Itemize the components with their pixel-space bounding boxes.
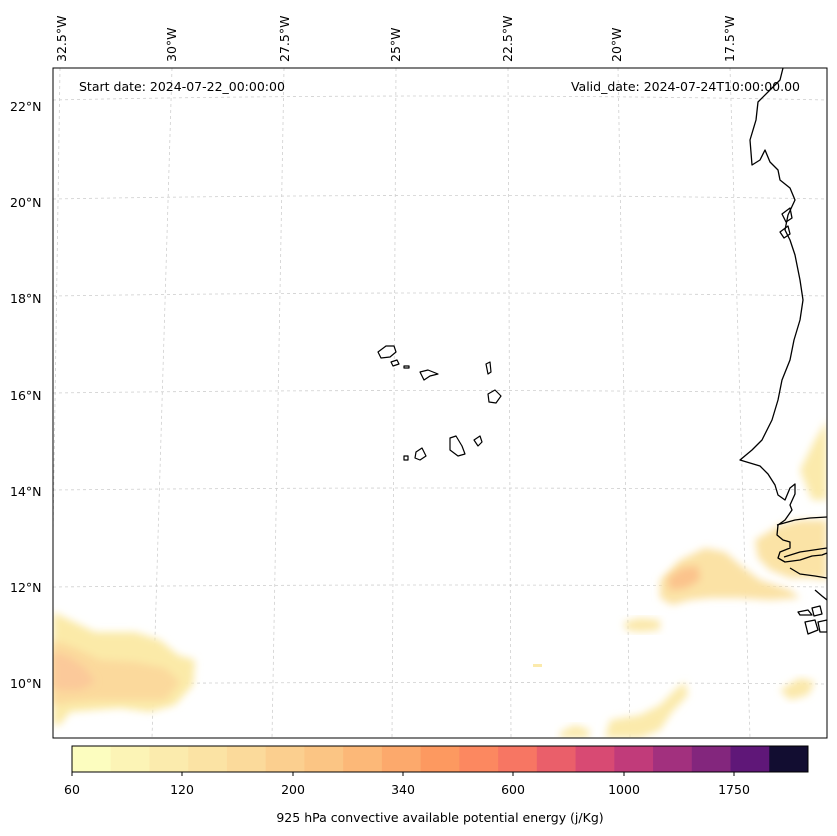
- lat-label: 22°N: [10, 99, 42, 114]
- colorbar-swatch: [265, 746, 305, 772]
- colorbar-swatch: [188, 746, 228, 772]
- colorbar-swatch: [149, 746, 189, 772]
- colorbar-swatch: [226, 746, 267, 772]
- colorbar-label: 925 hPa convective available potential e…: [276, 810, 603, 825]
- lat-label: 20°N: [10, 195, 42, 210]
- colorbar: [71, 745, 809, 776]
- colorbar-swatch: [343, 746, 383, 772]
- lon-label: 20°W: [609, 27, 624, 62]
- colorbar-tick-label: 600: [501, 782, 525, 797]
- colorbar-swatch: [614, 746, 654, 772]
- colorbar-swatch: [381, 746, 422, 772]
- lat-label: 12°N: [10, 580, 42, 595]
- coastline: [739, 68, 827, 635]
- cape-verde-islands: [377, 345, 502, 461]
- colorbar-swatch: [110, 746, 150, 772]
- colorbar-swatch: [420, 746, 460, 772]
- lat-label: 18°N: [10, 291, 42, 306]
- colorbar-tick-label: 1750: [718, 782, 750, 797]
- colorbar-swatch: [575, 746, 615, 772]
- lon-label: 30°W: [164, 27, 179, 62]
- map-frame: [52, 67, 828, 739]
- lon-label: 25°W: [388, 27, 403, 62]
- colorbar-tick-label: 60: [64, 782, 80, 797]
- latitude-labels: 22°N 20°N 18°N 16°N 14°N 12°N 10°N: [10, 99, 42, 691]
- colorbar-swatch: [769, 746, 809, 772]
- colorbar-swatch: [536, 746, 577, 772]
- lat-label: 16°N: [10, 388, 42, 403]
- colorbar-swatch: [304, 746, 344, 772]
- lon-label: 22.5°W: [500, 16, 515, 62]
- valid-date-label: Valid_date: 2024-07-24T10:00:00.00: [571, 79, 800, 94]
- colorbar-tick-label: 1000: [608, 782, 640, 797]
- colorbar-swatch: [691, 746, 732, 772]
- colorbar-tick-label: 200: [281, 782, 305, 797]
- colorbar-swatch: [730, 746, 770, 772]
- colorbar-swatch: [653, 746, 693, 772]
- colorbar-swatch: [498, 746, 538, 772]
- lon-label: 27.5°W: [277, 16, 292, 62]
- lon-label: 17.5°W: [722, 16, 737, 62]
- colorbar-swatch: [72, 746, 112, 772]
- cape-field: [53, 420, 827, 738]
- lat-label: 14°N: [10, 484, 42, 499]
- colorbar-border: [71, 745, 809, 773]
- colorbar-tick-label: 120: [170, 782, 194, 797]
- longitude-labels: 32.5°W 30°W 27.5°W 25°W 22.5°W 20°W 17.5…: [54, 16, 737, 62]
- map-area: [53, 68, 827, 738]
- lon-label: 32.5°W: [54, 16, 69, 62]
- colorbar-tick-label: 340: [391, 782, 415, 797]
- colorbar-swatch: [459, 746, 499, 772]
- start-date-label: Start date: 2024-07-22_00:00:00: [79, 79, 285, 94]
- lat-label: 10°N: [10, 676, 42, 691]
